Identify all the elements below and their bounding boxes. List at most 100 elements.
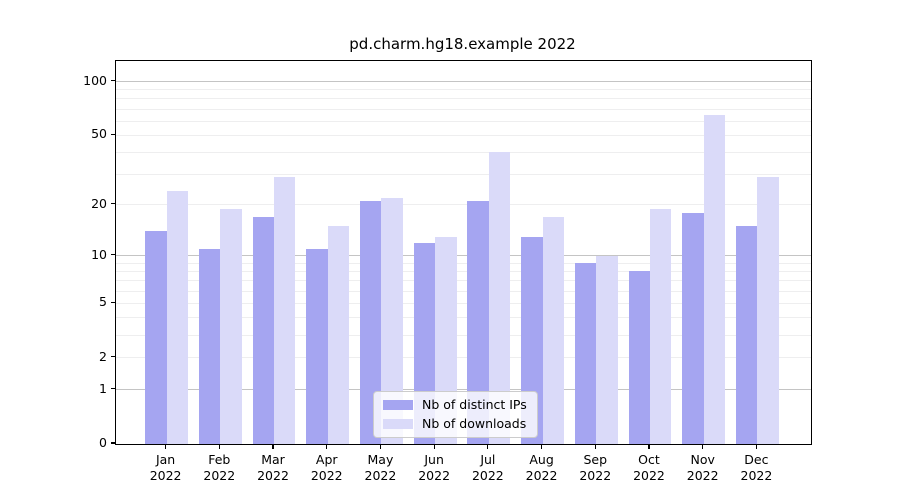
gridline-minor [116,357,811,359]
x-tick-year: 2022 [633,468,665,483]
gridline-minor [116,317,811,319]
x-tick-year: 2022 [364,468,397,483]
x-tick-month: Jul [480,452,496,467]
bar-ips-oct [628,271,650,444]
chart-title: pd.charm.hg18.example 2022 [349,35,576,53]
bar-ips-nov [682,212,704,444]
bar-downloads-may [381,197,403,444]
gridline-minor [116,204,811,206]
gridline-minor [116,173,811,175]
x-tick-year: 2022 [203,468,236,483]
gridline-minor [116,151,811,153]
bar-ips-apr [306,248,328,444]
y-tick [110,203,115,205]
bar-ips-dec [736,226,758,444]
y-tick-label: 10 [91,246,107,262]
x-tick-label: Jul 2022 [456,452,520,484]
gridline-minor [116,98,811,100]
x-tick-label: Oct 2022 [617,452,681,484]
bar-ips-jan [145,231,167,444]
x-tick-label: Jun 2022 [402,452,466,484]
bar-downloads-jan [166,191,188,444]
legend-item-distinct-ips: Nb of distinct IPs [383,398,527,412]
x-tick-month: Dec [744,452,769,467]
y-tick-label: 1 [99,380,107,396]
x-tick-month: Apr [315,452,338,467]
x-tick-label: Apr 2022 [295,452,359,484]
gridline-major [116,81,811,82]
x-tick-label: Feb 2022 [187,452,251,484]
bar-ips-sep [574,263,597,444]
x-tick [702,444,704,449]
gridline-major [116,255,811,257]
bar-downloads-oct [649,208,672,444]
x-tick-year: 2022 [310,468,343,483]
x-tick [487,444,489,449]
gridline-minor [116,262,811,264]
y-tick-label: 50 [91,126,107,142]
x-tick-month: Nov [690,452,715,467]
x-tick [379,444,382,449]
bar-downloads-nov [703,114,726,444]
bar-downloads-jul [488,152,511,444]
bar-downloads-feb [220,208,242,444]
y-tick [110,301,115,303]
y-tick [110,387,115,390]
x-tick-label: Dec 2022 [724,452,788,484]
x-tick-label: Nov 2022 [671,452,735,484]
y-tick [110,356,115,358]
gridline-minor [116,89,811,91]
x-tick-label: Sep 2022 [563,452,627,484]
x-tick-year: 2022 [686,468,719,483]
y-tick-label: 2 [99,348,107,364]
bar-ips-may [360,201,382,444]
gridline-minor [116,270,811,272]
x-tick-year: 2022 [418,468,451,483]
bar-ips-feb [198,248,221,444]
bar-ips-jul [467,201,489,444]
gridline-minor [116,134,811,136]
x-tick-year: 2022 [579,468,612,483]
x-tick-year: 2022 [257,468,289,483]
y-tick-label: 100 [83,72,107,88]
bar-downloads-sep [596,255,618,444]
x-tick-label: Mar 2022 [241,452,305,484]
gridline-minor [116,334,811,336]
bar-downloads-dec [757,176,779,444]
x-tick-month: Jan [155,452,176,467]
x-tick-year: 2022 [525,468,558,483]
x-tick [540,444,543,449]
legend: Nb of distinct IPs Nb of downloads [373,391,538,438]
gridline-minor [116,290,811,292]
bar-downloads-mar [274,176,296,444]
gridline-minor [116,120,811,122]
bar-ips-mar [252,216,274,444]
gridline-minor [116,280,811,282]
gridline-minor [116,108,811,110]
x-tick-month: Mar [261,452,285,467]
x-tick-year: 2022 [471,468,504,483]
x-tick [218,444,220,449]
legend-swatch-downloads [383,419,413,429]
x-tick-month: May [367,452,394,467]
plot-area [115,60,812,445]
bar-downloads-apr [327,226,350,444]
x-tick-month: Aug [529,452,554,467]
gridline-major [116,389,811,391]
y-tick [110,442,115,444]
x-tick-year: 2022 [740,468,773,483]
x-tick [165,444,167,449]
y-tick [110,133,115,135]
x-tick-month: Feb [208,452,231,467]
y-tick [110,254,115,256]
gridline-minor [116,302,811,304]
x-tick [648,444,650,449]
x-tick-label: May 2022 [348,452,412,484]
x-tick-year: 2022 [149,468,182,483]
x-tick [594,444,596,449]
legend-label-downloads: Nb of downloads [422,416,527,431]
bar-downloads-aug [542,216,564,444]
x-tick [326,444,328,449]
x-tick [272,444,274,449]
